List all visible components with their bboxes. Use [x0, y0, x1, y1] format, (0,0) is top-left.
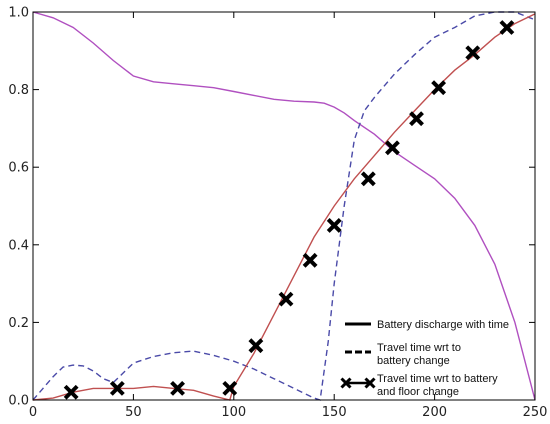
legend-swatch-marker	[364, 377, 376, 389]
series-point	[222, 380, 238, 396]
x-tick-label: 0	[29, 405, 37, 420]
series-point	[499, 20, 515, 35]
series-point	[465, 45, 481, 61]
y-tick-label: 0.8	[8, 83, 29, 98]
legend-label: and floor change	[377, 386, 459, 398]
series-point	[248, 338, 264, 354]
marker-layer	[63, 20, 515, 400]
y-tick-label: 0.0	[8, 394, 29, 409]
series-point	[326, 217, 342, 233]
y-tick-label: 1.0	[8, 6, 29, 21]
series-point	[109, 380, 125, 396]
series-point	[409, 111, 424, 127]
legend: Battery discharge with time Travel time w…	[340, 319, 509, 398]
series-point	[278, 291, 294, 307]
y-tick-label: 0.4	[8, 238, 29, 253]
series-point	[385, 140, 400, 156]
legend-label: Travel time wrt to	[377, 342, 461, 354]
series-point	[63, 384, 79, 400]
series-point	[302, 252, 318, 268]
x-tick-label: 100	[221, 405, 246, 420]
plot-frame	[32, 11, 536, 401]
x-tick-label: 150	[322, 405, 347, 420]
series-line-travel_battery	[32, 11, 536, 401]
y-tick-label: 0.6	[8, 161, 29, 176]
x-tick-label: 200	[422, 405, 447, 420]
x-tick-label: 50	[125, 405, 142, 420]
series-point	[431, 80, 447, 96]
x-tick-label: 250	[523, 405, 548, 420]
legend-label: Battery discharge with time	[377, 319, 509, 331]
y-tick-label: 0.2	[8, 316, 29, 331]
series-point	[170, 380, 185, 396]
legend-label: battery change	[377, 355, 450, 367]
legend-swatch-marker	[340, 377, 352, 389]
legend-label: Travel time wrt to battery	[377, 373, 498, 385]
series-point	[360, 171, 376, 187]
tick-layer: 0 50 100 150 200 250 0.0 0.2 0.4 0.6 0.8 1.0	[8, 6, 547, 421]
series-line-battery	[32, 11, 536, 401]
